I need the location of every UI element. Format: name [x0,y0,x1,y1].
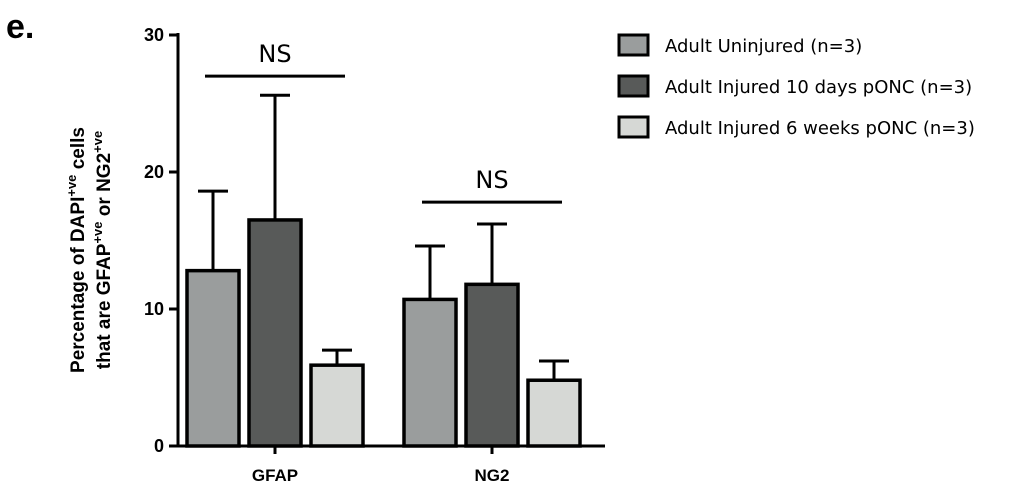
bar [185,268,241,448]
significance-label: NS [258,40,291,68]
bar [402,297,458,448]
x-category-label: GFAP [252,466,298,485]
annotations: NS NS [205,40,562,204]
bar [247,218,303,448]
panel-label: e. [6,8,34,46]
y-axis-label-line1: Percentage of DAPI+ve cells [64,127,89,373]
y-tick-label: 30 [144,25,164,45]
bar [526,378,582,448]
bar [309,363,365,448]
legend-swatch [617,74,650,98]
y-axis-label-line2: that are GFAP+ve or NG2+ve [90,131,115,369]
legend-swatch [617,33,650,57]
bar [464,282,520,448]
legend: Adult Uninjured (n=3) Adult Injured 10 da… [617,33,975,139]
legend-label: Adult Uninjured (n=3) [665,36,862,57]
y-tick-label: 0 [154,436,164,456]
significance-label: NS [475,166,508,194]
legend-swatch [617,115,650,139]
bars [185,93,582,448]
y-tick-label: 20 [144,162,164,182]
legend-label: Adult Injured 10 days pONC (n=3) [665,77,972,98]
x-category-label: NG2 [475,466,510,485]
legend-label: Adult Injured 6 weeks pONC (n=3) [665,118,975,139]
y-tick-label: 10 [144,299,164,319]
